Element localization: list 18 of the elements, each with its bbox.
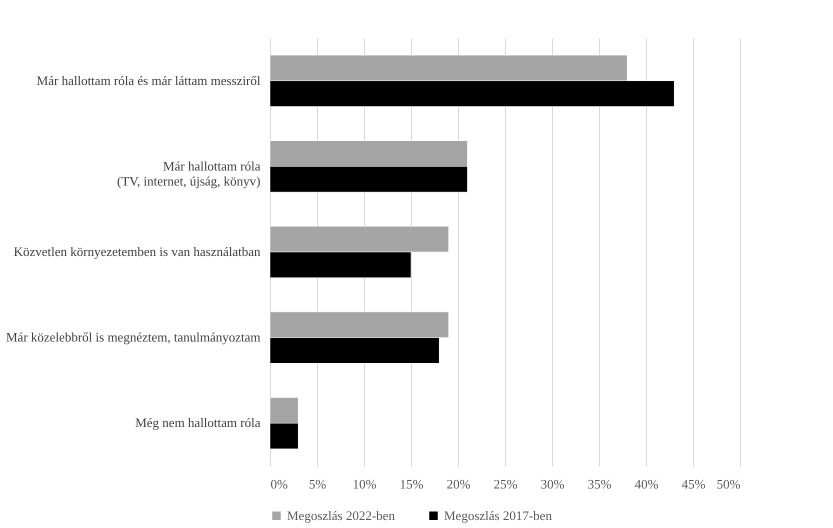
y-tick-label: Már hallottam róla és már láttam messziről <box>36 72 261 88</box>
x-tick-label: 40% <box>634 476 659 492</box>
x-tick-label: 15% <box>400 476 424 492</box>
y-tick-label: Már közelebbről is megnéztem, tanulmányoztam <box>6 330 260 345</box>
y-tick-label: Közvetlen környezetemben is van használatban <box>14 244 261 259</box>
y-tick-label: Még nem hallottam róla <box>135 415 261 430</box>
legend-label: Megoszlás 2017-ben <box>444 508 552 523</box>
x-tick-label: 35% <box>588 476 612 492</box>
x-tick-label: 0% <box>270 476 288 492</box>
x-tick-label: 30% <box>540 476 565 492</box>
x-tick-label: 45% <box>682 476 706 492</box>
x-tick-label: 10% <box>352 476 377 492</box>
y-tick-label: Már hallottam róla (TV, internet, újság, könyv) <box>117 158 261 188</box>
legend-label: Megoszlás 2022-ben <box>287 508 396 523</box>
x-tick-label: 20% <box>446 476 471 492</box>
x-tick-label: 25% <box>494 476 518 492</box>
x-tick-label: 5% <box>308 476 326 492</box>
x-tick-label: 50% <box>716 476 741 492</box>
